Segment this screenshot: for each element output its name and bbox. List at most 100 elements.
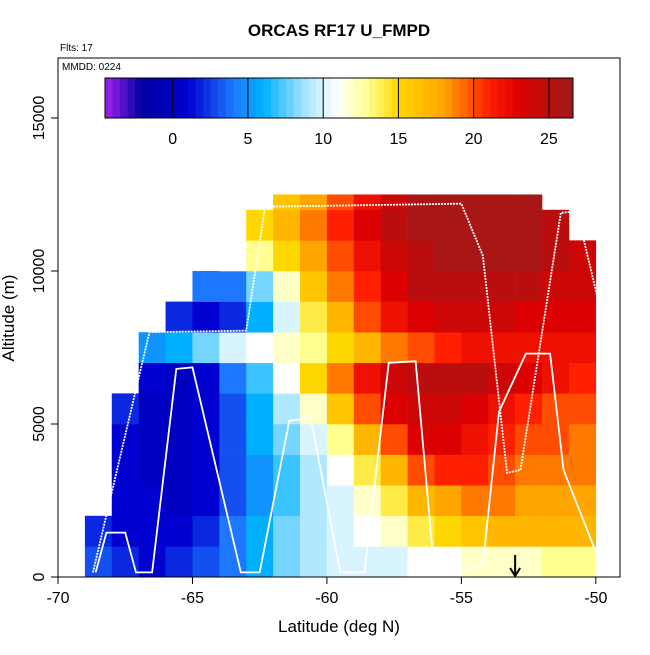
heatmap-cell bbox=[326, 209, 355, 241]
colorbar-cell bbox=[346, 78, 355, 118]
colorbar-cell bbox=[406, 78, 415, 118]
heatmap-cell bbox=[138, 423, 166, 455]
heatmap-cell bbox=[326, 485, 355, 517]
flight-track bbox=[94, 352, 600, 575]
heatmap-cell bbox=[300, 209, 328, 241]
date-label: MMDD: 0224 bbox=[62, 62, 121, 73]
heatmap-cell bbox=[246, 301, 274, 333]
heatmap-cell bbox=[165, 301, 193, 333]
heatmap-cell bbox=[434, 454, 462, 486]
colorbar-cell bbox=[135, 78, 144, 118]
heatmap-cell bbox=[434, 515, 462, 547]
colorbar-cell bbox=[361, 78, 370, 118]
colorbar-cell bbox=[188, 78, 196, 118]
heatmap-cell bbox=[165, 485, 193, 517]
colorbar-cell bbox=[203, 78, 212, 118]
heatmap-cell bbox=[488, 423, 516, 455]
heatmap-cell bbox=[273, 240, 301, 272]
y-axis-label: Altitude (m) bbox=[0, 275, 18, 362]
heatmap-cell bbox=[219, 332, 247, 364]
heatmap-cell bbox=[165, 515, 193, 547]
heatmap-cell bbox=[380, 546, 408, 578]
heatmap-cell bbox=[273, 362, 301, 394]
colorbar-cell bbox=[505, 78, 514, 118]
colorbar-cell bbox=[157, 78, 166, 118]
colorbar-cell bbox=[376, 78, 385, 118]
heatmap-cell bbox=[138, 515, 166, 547]
colorbar-cell bbox=[467, 78, 476, 118]
x-tick-label: -50 bbox=[584, 590, 607, 607]
heatmap-cell bbox=[326, 194, 355, 211]
heatmap-cell bbox=[380, 194, 408, 211]
heatmap-cell bbox=[326, 454, 355, 486]
heatmap-cell bbox=[273, 485, 301, 517]
heatmap-cell bbox=[461, 393, 489, 425]
heatmap-cell bbox=[353, 362, 381, 394]
heatmap-cell bbox=[568, 546, 597, 578]
heatmap-cell bbox=[461, 301, 489, 333]
heatmap-cell bbox=[246, 423, 274, 455]
heatmap-cell bbox=[407, 240, 435, 272]
heatmap-cell bbox=[568, 485, 597, 517]
heatmap-cell bbox=[353, 270, 381, 302]
colorbar-cell bbox=[354, 78, 363, 118]
heatmap-cell bbox=[192, 423, 220, 455]
heatmap-cell bbox=[568, 362, 597, 394]
heatmap-cell bbox=[542, 485, 570, 517]
heatmap-cell bbox=[434, 270, 462, 302]
heatmap-cell bbox=[246, 485, 274, 517]
heatmap-cell bbox=[488, 515, 516, 547]
heatmap-cell bbox=[192, 332, 220, 364]
heatmap-cell bbox=[246, 393, 274, 425]
heatmap-cell bbox=[192, 362, 220, 394]
colorbar-cell bbox=[112, 78, 121, 118]
colorbar-tick-label: 15 bbox=[390, 131, 408, 148]
colorbar-cell bbox=[278, 78, 287, 118]
y-tick-label: 10000 bbox=[31, 249, 48, 294]
heatmap-cell bbox=[515, 423, 543, 455]
heatmap-cell bbox=[461, 423, 489, 455]
colorbar-cell bbox=[550, 78, 559, 118]
heatmap-cell bbox=[407, 301, 435, 333]
colorbar-cell bbox=[557, 78, 566, 118]
heatmap-cell bbox=[461, 485, 489, 517]
heatmap-cell bbox=[380, 240, 408, 272]
heatmap-cell bbox=[380, 301, 408, 333]
heatmap-cell bbox=[461, 515, 489, 547]
colorbar-cell bbox=[429, 78, 438, 118]
heatmap-cell bbox=[326, 393, 355, 425]
heatmap-cell bbox=[219, 301, 247, 333]
colorbar-cell bbox=[369, 78, 378, 118]
heatmap-cell bbox=[515, 515, 543, 547]
y-tick-label: 15000 bbox=[31, 96, 48, 141]
colorbar-cell bbox=[437, 78, 446, 118]
heatmap-cell bbox=[273, 301, 301, 333]
heatmap-cell bbox=[515, 454, 543, 486]
colorbar-cell bbox=[535, 78, 544, 118]
heatmap-cell bbox=[300, 194, 328, 211]
heatmap-cell bbox=[380, 515, 408, 547]
colorbar-tick-label: 10 bbox=[314, 131, 332, 148]
colorbar-cell bbox=[482, 78, 491, 118]
heatmap-cell bbox=[300, 240, 328, 272]
heatmap-cell bbox=[353, 393, 381, 425]
heatmap-cell bbox=[353, 209, 381, 241]
heatmap-cell bbox=[219, 362, 247, 394]
heatmap-cell bbox=[568, 454, 597, 486]
heatmap-cell bbox=[84, 515, 113, 547]
heatmap-cell bbox=[515, 485, 543, 517]
heatmap-cell bbox=[515, 332, 543, 364]
heatmap-cell bbox=[515, 546, 543, 578]
colorbar-cell bbox=[255, 78, 264, 118]
colorbar-cell bbox=[474, 78, 483, 118]
heatmap-cell bbox=[434, 332, 462, 364]
heatmap-cell bbox=[434, 362, 462, 394]
colorbar-frame bbox=[104, 77, 574, 119]
heatmap-cell bbox=[434, 423, 462, 455]
heatmap-cell bbox=[165, 546, 193, 578]
heatmap-cell bbox=[300, 485, 328, 517]
heatmap-cell bbox=[165, 454, 193, 486]
heatmap-cell bbox=[273, 515, 301, 547]
heatmap-cell bbox=[138, 362, 166, 394]
